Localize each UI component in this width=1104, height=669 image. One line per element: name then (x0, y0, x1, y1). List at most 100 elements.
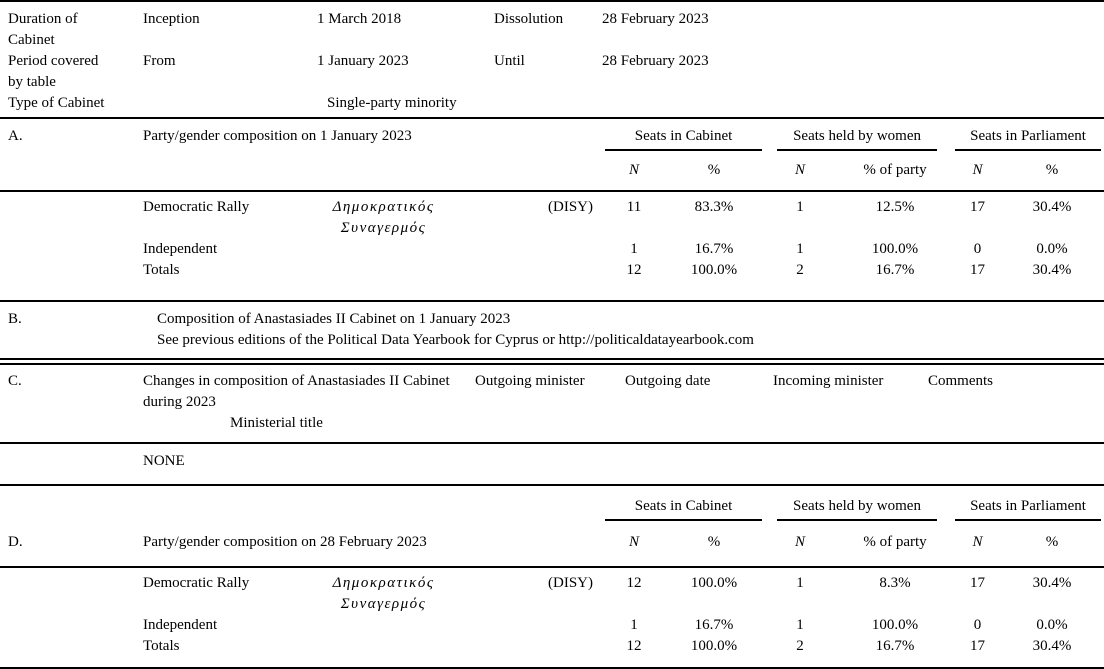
col-header-pct: % (707, 162, 721, 178)
cell-women-n: 1 (796, 241, 804, 257)
cell-parliament-pct: 30.4% (1032, 638, 1072, 654)
group-header-seats-in-cabinet: Seats in Cabinet (605, 496, 762, 521)
section-a-title: Party/gender composition on 1 January 20… (143, 128, 412, 144)
rule (0, 484, 1104, 486)
table-row: Democratic Rally Δημοκρατικός Συναγερμός… (0, 573, 1104, 615)
table-row: Independent 1 16.7% 1 100.0% 0 0.0% (0, 615, 1104, 636)
cell-women-pct: 12.5% (875, 199, 915, 215)
value-dissolution-date: 28 February 2023 (602, 11, 709, 27)
cell-cabinet-pct: 100.0% (690, 638, 738, 654)
cell-cabinet-pct: 100.0% (690, 575, 738, 591)
section-c-title: Changes in composition of Anastasiades I… (143, 373, 450, 410)
section-d-header: Seats in Cabinet Seats held by women Sea… (0, 486, 1104, 566)
section-b-text: Composition of Anastasiades II Cabinet o… (157, 309, 1104, 351)
section-d-title: Party/gender composition on 28 February … (143, 534, 427, 550)
cell-cabinet-n: 12 (626, 638, 642, 654)
native-name-line2: Συναγερμός (340, 596, 427, 612)
section-a-label: A. (8, 128, 23, 144)
preamble-section: Duration of Cabinet Inception 1 March 20… (0, 2, 1104, 117)
section-a-header-table: A. Party/gender composition on 1 January… (0, 119, 1104, 181)
key-inception: Inception (143, 11, 200, 27)
value-until-date: 28 February 2023 (602, 53, 709, 69)
group-header-seats-in-parliament: Seats in Parliament (955, 126, 1102, 151)
col-header-n: N (795, 162, 806, 178)
col-header-comments: Comments (928, 373, 994, 389)
value-inception-date: 1 March 2018 (317, 11, 402, 27)
table-row: Totals 12 100.0% 2 16.7% 17 30.4% (0, 260, 1104, 281)
cell-parliament-n: 17 (970, 199, 985, 215)
cell-parliament-pct: 30.4% (1032, 262, 1072, 278)
cell-women-n: 2 (796, 262, 804, 278)
section-c-none-value: NONE (143, 453, 185, 469)
cell-cabinet-pct: 16.7% (694, 617, 734, 633)
cell-parliament-n: 0 (973, 241, 982, 257)
cell-women-pct: 16.7% (875, 638, 915, 654)
row-label: Type of Cabinet (8, 95, 105, 111)
cell-women-n: 2 (796, 638, 804, 654)
cell-party-name: Democratic Rally (143, 199, 250, 215)
cell-cabinet-n: 1 (630, 241, 638, 257)
row-label: Duration of Cabinet (8, 11, 78, 48)
table-row: Independent 1 16.7% 1 100.0% 0 0.0% (0, 239, 1104, 260)
section-b-title: Composition of Anastasiades II Cabinet o… (157, 311, 511, 327)
cell-cabinet-pct: 16.7% (694, 241, 734, 257)
table-row: Type of Cabinet Single-party minority (0, 93, 1104, 114)
value-from-date: 1 January 2023 (317, 53, 409, 69)
value-cabinet-type: Single-party minority (327, 95, 457, 111)
col-header-pct-of-party: % of party (863, 162, 927, 178)
section-a-header: A. Party/gender composition on 1 January… (0, 119, 1104, 190)
col-header-pct: % (1045, 162, 1059, 178)
bottom-rule (0, 667, 1104, 669)
section-d-body: Democratic Rally Δημοκρατικός Συναγερμός… (0, 568, 1104, 667)
cell-parliament-pct: 30.4% (1032, 575, 1072, 591)
rule (0, 442, 1104, 444)
section-b-note: See previous editions of the Political D… (157, 332, 754, 348)
cell-party-abbr: (DISY) (548, 199, 593, 215)
cell-party-abbr: (DISY) (548, 575, 593, 591)
cell-women-n: 1 (796, 575, 804, 591)
cell-cabinet-n: 12 (626, 575, 642, 591)
col-header-n: N (972, 162, 983, 178)
cell-cabinet-n: 12 (626, 262, 642, 278)
col-header-incoming-minister: Incoming minister (773, 373, 884, 389)
section-c-header: C. Changes in composition of Anastasiade… (0, 365, 1104, 442)
cell-cabinet-pct: 83.3% (694, 199, 734, 215)
section-d-data-table: Democratic Rally Δημοκρατικός Συναγερμός… (0, 573, 1104, 657)
group-header-seats-in-cabinet: Seats in Cabinet (605, 126, 763, 151)
preamble-table: Duration of Cabinet Inception 1 March 20… (0, 9, 1104, 114)
section-d-label: D. (8, 534, 23, 550)
cell-women-pct: 16.7% (875, 262, 915, 278)
table-row: Democratic Rally Δημοκρατικός Συναγερμός… (0, 197, 1104, 239)
cell-women-pct: 100.0% (871, 617, 919, 633)
rule (0, 566, 1104, 568)
cell-party-name: Independent (143, 617, 218, 633)
col-header-outgoing-date: Outgoing date (625, 373, 711, 389)
cell-party-name: Democratic Rally (143, 575, 250, 591)
native-name-line1: Δημοκρατικός (332, 199, 435, 215)
section-a-body: Democratic Rally Δημοκρατικός Συναγερμός… (0, 192, 1104, 300)
cell-parliament-n: 17 (970, 262, 985, 278)
cell-parliament-n: 17 (970, 638, 985, 654)
cell-women-n: 1 (796, 199, 804, 215)
cell-parliament-pct: 0.0% (1036, 241, 1068, 257)
table-row: C. Changes in composition of Anastasiade… (0, 365, 1104, 434)
col-header-outgoing-minister: Outgoing minister (475, 373, 585, 389)
group-header-row: A. Party/gender composition on 1 January… (0, 119, 1104, 151)
rule (0, 117, 1104, 119)
cell-totals-label: Totals (143, 638, 180, 654)
section-a-data-table: Democratic Rally Δημοκρατικός Συναγερμός… (0, 197, 1104, 281)
cell-native-name: Δημοκρατικός Συναγερμός (317, 197, 450, 239)
sub-header-row: D. Party/gender composition on 28 Februa… (0, 521, 1104, 553)
cell-parliament-n: 0 (973, 617, 982, 633)
key-until: Until (494, 53, 525, 69)
native-name-line2: Συναγερμός (340, 220, 427, 236)
cell-women-n: 1 (796, 617, 804, 633)
section-c-body: NONE (0, 444, 1104, 484)
section-b-label: B. (8, 311, 22, 327)
sub-header-row: N % N % of party N % (0, 151, 1104, 181)
group-header-seats-held-by-women: Seats held by women (777, 126, 938, 151)
rule (0, 300, 1104, 302)
col-header-n: N (972, 534, 983, 550)
key-dissolution: Dissolution (494, 11, 564, 27)
